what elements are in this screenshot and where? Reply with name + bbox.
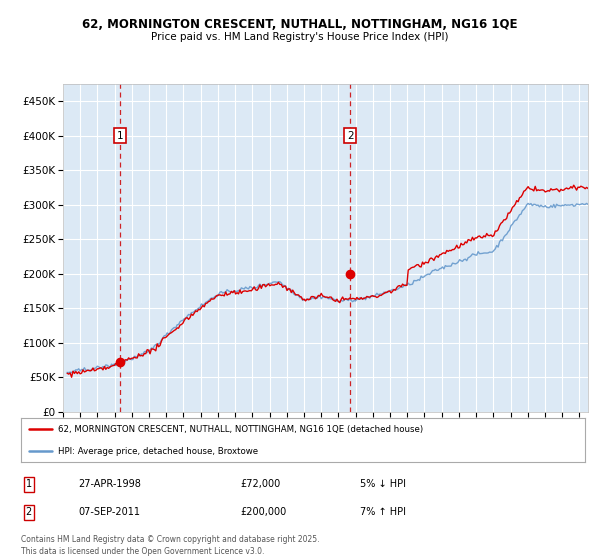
Text: 2: 2 (26, 507, 32, 517)
Text: Contains HM Land Registry data © Crown copyright and database right 2025.
This d: Contains HM Land Registry data © Crown c… (21, 535, 320, 556)
Text: £72,000: £72,000 (240, 479, 280, 489)
Text: 07-SEP-2011: 07-SEP-2011 (78, 507, 140, 517)
Text: 5% ↓ HPI: 5% ↓ HPI (360, 479, 406, 489)
Text: 2: 2 (347, 130, 353, 141)
Text: Price paid vs. HM Land Registry's House Price Index (HPI): Price paid vs. HM Land Registry's House … (151, 32, 449, 43)
Text: HPI: Average price, detached house, Broxtowe: HPI: Average price, detached house, Brox… (58, 446, 258, 456)
Text: 1: 1 (117, 130, 124, 141)
Text: 62, MORNINGTON CRESCENT, NUTHALL, NOTTINGHAM, NG16 1QE (detached house): 62, MORNINGTON CRESCENT, NUTHALL, NOTTIN… (58, 424, 423, 434)
Text: £200,000: £200,000 (240, 507, 286, 517)
Text: 7% ↑ HPI: 7% ↑ HPI (360, 507, 406, 517)
Text: 27-APR-1998: 27-APR-1998 (78, 479, 141, 489)
Text: 1: 1 (26, 479, 32, 489)
Text: 62, MORNINGTON CRESCENT, NUTHALL, NOTTINGHAM, NG16 1QE: 62, MORNINGTON CRESCENT, NUTHALL, NOTTIN… (82, 18, 518, 31)
